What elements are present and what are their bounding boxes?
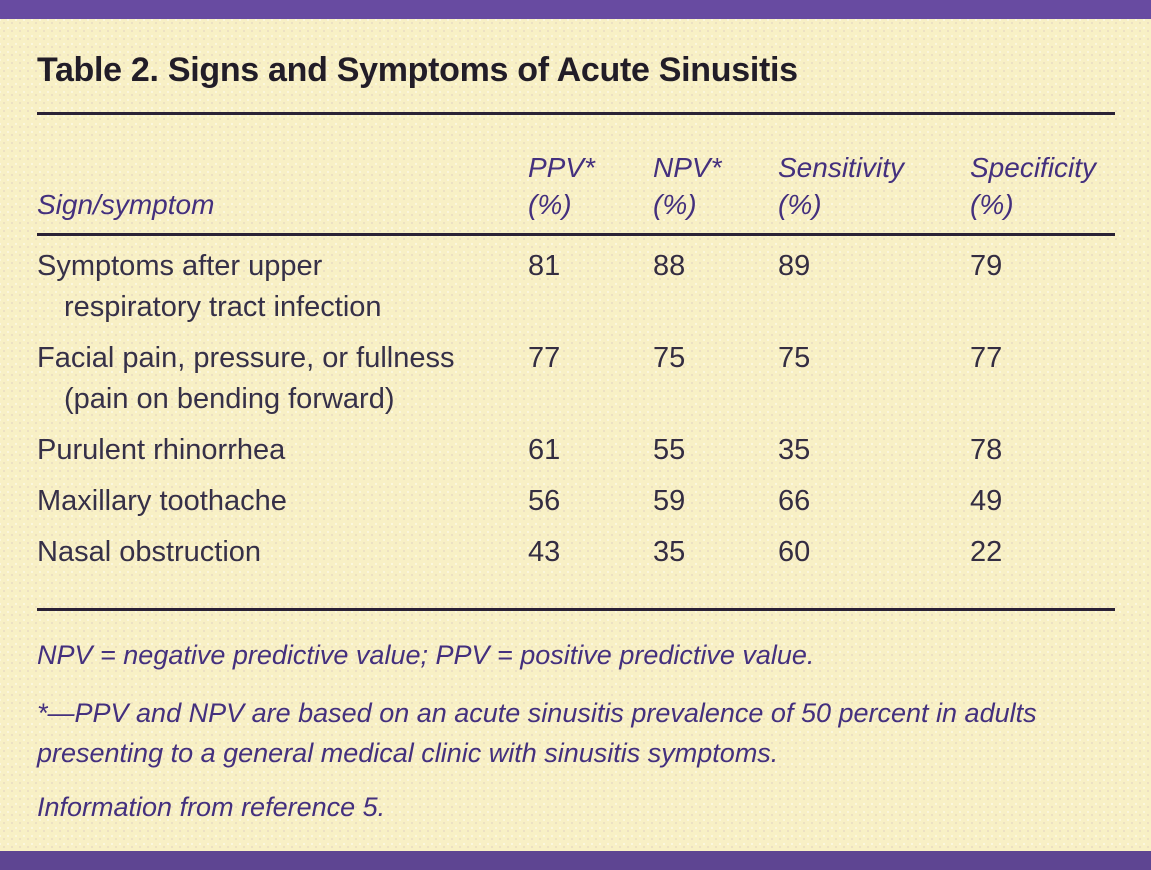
cell-ppv: 61 [528,434,561,466]
column-header-label: Sign/symptom [37,189,215,220]
row-label: Maxillary toothache [37,481,528,522]
cell-specificity: 49 [970,485,1003,517]
cell-sensitivity: 66 [778,485,811,517]
table-row: Nasal obstruction 43 35 60 22 [37,522,1115,573]
column-header-line2: (%) [653,189,697,220]
table-row: Facial pain, pressure, or fullness (pain… [37,328,1115,420]
footnote-asterisk: *—PPV and NPV are based on an acute sinu… [37,698,1037,768]
row-label: Facial pain, pressure, or fullness (pain… [37,338,528,420]
footnote-source: Information from reference 5. [37,792,386,822]
column-header-line1: Sensitivity [778,152,905,183]
cell-sensitivity: 89 [778,250,811,282]
column-header-line2: (%) [528,189,572,220]
cell-npv: 88 [653,250,686,282]
cell-sensitivity: 60 [778,536,811,568]
table-row: Symptoms after upper respiratory tract i… [37,236,1115,328]
cell-ppv: 43 [528,536,561,568]
table-row: Purulent rhinorrhea 61 55 35 78 [37,420,1115,471]
row-label-line1: Nasal obstruction [37,536,262,568]
column-header-npv: NPV* (%) [653,149,778,223]
column-header-line1: Specificity [970,152,1097,183]
row-label-line2: respiratory tract infection [64,291,382,323]
footnotes: NPV = negative predictive value; PPV = p… [37,635,1115,827]
table-panel: Table 2. Signs and Symptoms of Acute Sin… [0,19,1151,851]
bottom-accent-bar [0,851,1151,870]
table-header-row: Sign/symptom PPV* (%) NPV* (%) Sensitivi… [37,115,1115,233]
rule-under-header [37,233,1115,236]
column-header-sign-symptom: Sign/symptom [37,186,528,223]
column-header-line1: NPV* [653,152,722,183]
row-label-line1: Purulent rhinorrhea [37,434,286,466]
row-label: Purulent rhinorrhea [37,430,528,471]
row-label: Symptoms after upper respiratory tract i… [37,246,528,328]
cell-npv: 35 [653,536,686,568]
cell-ppv: 81 [528,250,561,282]
row-label-line1: Facial pain, pressure, or fullness [37,342,455,374]
cell-npv: 75 [653,342,686,374]
cell-ppv: 77 [528,342,561,374]
column-header-specificity: Specificity (%) [970,149,1115,223]
row-label-line1: Maxillary toothache [37,485,287,517]
rule-above-footnotes [37,608,1115,611]
footnote-abbreviations: NPV = negative predictive value; PPV = p… [37,640,815,670]
cell-specificity: 78 [970,434,1003,466]
cell-ppv: 56 [528,485,561,517]
table-row: Maxillary toothache 56 59 66 49 [37,471,1115,522]
cell-specificity: 77 [970,342,1003,374]
cell-sensitivity: 35 [778,434,811,466]
rule-under-title [37,112,1115,115]
cell-sensitivity: 75 [778,342,811,374]
row-label-line1: Symptoms after upper [37,250,323,282]
cell-specificity: 79 [970,250,1003,282]
cell-npv: 55 [653,434,686,466]
table-title: Table 2. Signs and Symptoms of Acute Sin… [37,51,798,89]
column-header-line2: (%) [970,189,1014,220]
column-header-line2: (%) [778,189,822,220]
cell-npv: 59 [653,485,686,517]
row-label: Nasal obstruction [37,532,528,573]
column-header-ppv: PPV* (%) [528,149,653,223]
column-header-sensitivity: Sensitivity (%) [778,149,970,223]
row-label-line2: (pain on bending forward) [64,383,395,415]
top-accent-bar [0,0,1151,19]
column-header-line1: PPV* [528,152,595,183]
cell-specificity: 22 [970,536,1003,568]
